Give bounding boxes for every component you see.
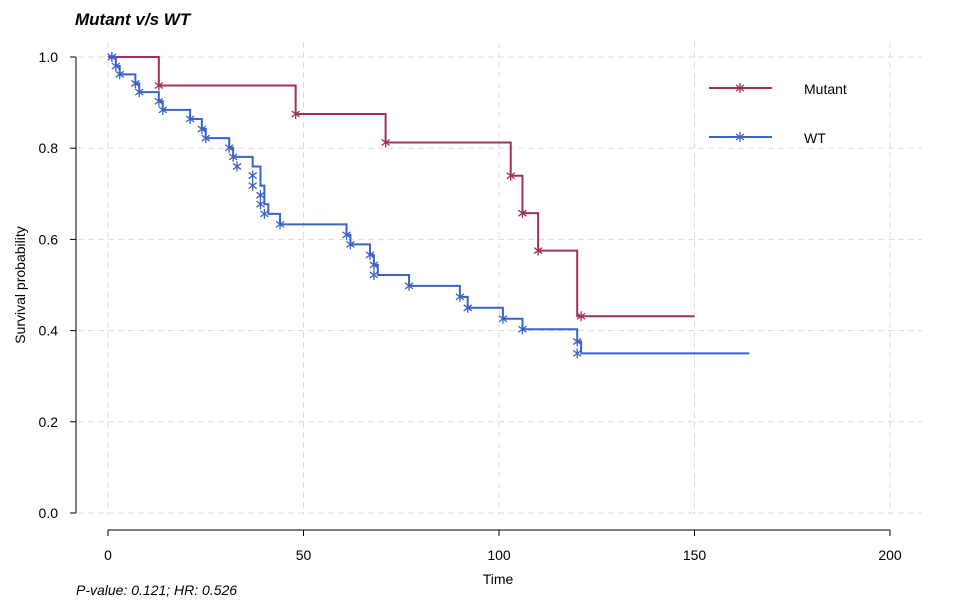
x-tick-label-3: 150 bbox=[683, 547, 707, 563]
x-tick-label-2: 100 bbox=[487, 547, 511, 563]
legend: Mutant WT bbox=[709, 81, 847, 146]
survival-curve-mutant bbox=[108, 57, 695, 316]
censor-mark-wt-14 bbox=[249, 181, 257, 191]
censor-mark-wt-17 bbox=[260, 209, 268, 219]
x-axis-label: Time bbox=[483, 571, 514, 587]
y-tick-label-0: 0.0 bbox=[39, 505, 59, 521]
censor-mark-wt-13 bbox=[249, 171, 257, 181]
y-tick-label-3: 0.6 bbox=[39, 231, 59, 247]
chart-title: Mutant v/s WT bbox=[75, 10, 192, 29]
censor-mark-wt-16 bbox=[256, 199, 264, 209]
legend-label-wt: WT bbox=[804, 130, 826, 146]
censor-mark-wt-23 bbox=[370, 270, 378, 280]
x-tick-label-0: 0 bbox=[104, 547, 112, 563]
censor-mark-wt-12 bbox=[233, 161, 241, 171]
survival-curve-wt bbox=[108, 57, 749, 353]
p-value-footnote: P-value: 0.121; HR: 0.526 bbox=[76, 582, 237, 598]
legend-label-mutant: Mutant bbox=[804, 81, 847, 97]
series-mutant bbox=[108, 52, 695, 321]
x-tick-label-4: 200 bbox=[878, 547, 902, 563]
y-tick-label-5: 1.0 bbox=[39, 49, 59, 65]
legend-item-mutant: Mutant bbox=[709, 81, 847, 97]
censor-mark-wt-15 bbox=[256, 190, 264, 200]
y-tick-label-4: 0.8 bbox=[39, 140, 59, 156]
series-wt bbox=[108, 52, 749, 358]
y-tick-label-1: 0.2 bbox=[39, 414, 59, 430]
censor-mark-wt-30 bbox=[573, 348, 581, 358]
y-tick-label-2: 0.4 bbox=[39, 323, 59, 339]
series bbox=[108, 52, 749, 358]
grid bbox=[78, 42, 922, 515]
axes bbox=[76, 57, 890, 530]
legend-item-wt: WT bbox=[709, 130, 826, 146]
x-tick-label-1: 50 bbox=[296, 547, 312, 563]
y-axis-label: Survival probability bbox=[12, 226, 28, 344]
